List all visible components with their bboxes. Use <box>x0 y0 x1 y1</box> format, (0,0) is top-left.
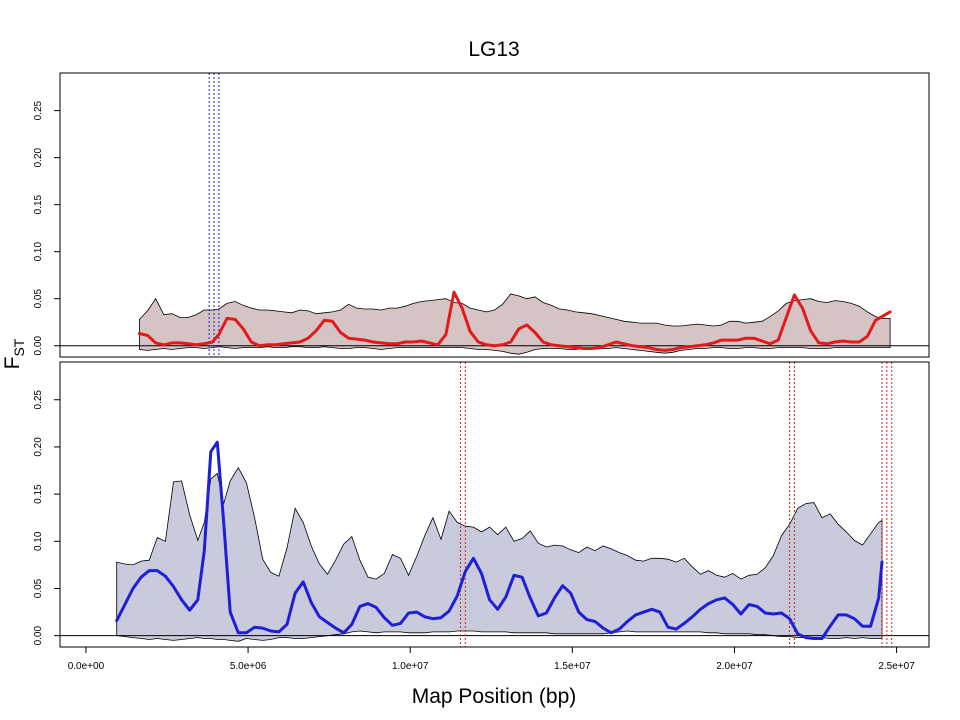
x-tick-label-2: 1.0e+07 <box>392 661 429 672</box>
fst-line-top <box>137 290 892 352</box>
y-tick-label-top-3: 0.15 <box>33 194 44 214</box>
x-axis: 0.0e+00 5.0e+06 1.0e+07 1.5e+07 2.0e+07 2.5e+… <box>68 646 915 672</box>
y-tick-label-top-5: 0.25 <box>33 100 44 120</box>
fst-line-bottom <box>115 440 884 640</box>
y-tick-label-top-2: 0.10 <box>33 242 44 262</box>
y-tick-label-bottom-2: 0.10 <box>33 531 44 551</box>
plot-area-top <box>60 73 929 357</box>
plot-area-bottom <box>60 362 929 647</box>
x-tick-label-5: 2.5e+07 <box>878 661 915 672</box>
chart-title: LG13 <box>468 38 519 61</box>
x-tick-label-4: 2.0e+07 <box>716 661 753 672</box>
y-axis-label: FST <box>1 338 27 369</box>
y-tick-label-bottom-0: 0.00 <box>33 626 44 646</box>
x-tick-label-3: 1.5e+07 <box>554 661 591 672</box>
x-tick-label-1: 5.0e+06 <box>230 661 267 672</box>
panel-top: 0.00 0.05 0.10 0.15 0.20 0.25 <box>33 72 930 358</box>
y-tick-label-top-0: 0.00 <box>33 336 44 356</box>
y-tick-label-bottom-3: 0.15 <box>33 484 44 504</box>
svg-text:FST: FST <box>1 338 27 369</box>
y-tick-label-bottom-4: 0.20 <box>33 437 44 457</box>
y-tick-label-bottom-5: 0.25 <box>33 390 44 410</box>
confidence-band-top <box>139 293 891 355</box>
y-axis-label-subscript: ST <box>11 338 27 356</box>
y-tick-label-top-4: 0.20 <box>33 147 44 167</box>
panel-frame-top <box>59 72 930 358</box>
y-tick-label-bottom-1: 0.05 <box>33 578 44 598</box>
panel-bottom: 0.00 0.05 0.10 0.15 0.20 0.25 <box>33 361 930 648</box>
y-tick-label-top-1: 0.05 <box>33 289 44 309</box>
x-axis-label: Map Position (bp) <box>412 685 577 708</box>
x-tick-label-0: 0.0e+00 <box>68 661 105 672</box>
y-axis-label-main: F <box>1 357 24 370</box>
